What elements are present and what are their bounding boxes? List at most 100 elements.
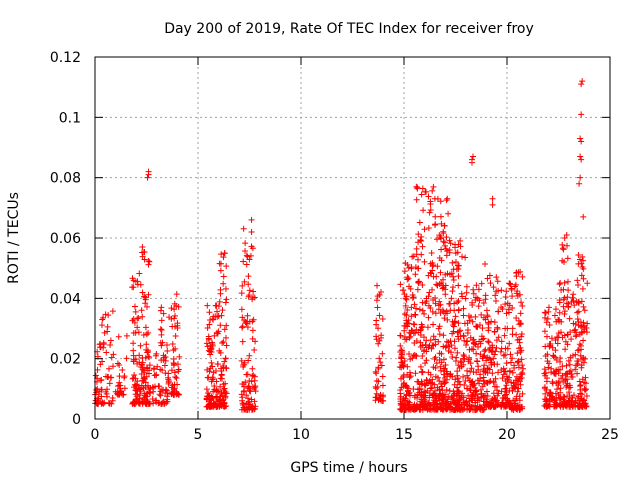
data-point xyxy=(579,401,586,408)
data-point xyxy=(421,226,428,233)
data-point xyxy=(406,350,413,357)
data-point xyxy=(418,191,425,198)
data-point xyxy=(141,375,148,382)
data-point xyxy=(437,309,444,316)
data-point xyxy=(413,305,420,312)
data-point xyxy=(518,299,525,306)
data-point xyxy=(115,333,122,340)
data-point xyxy=(464,406,471,413)
data-point xyxy=(565,357,572,364)
data-point xyxy=(574,309,581,316)
data-point xyxy=(246,385,253,392)
data-point xyxy=(214,308,221,315)
data-point xyxy=(485,319,492,326)
data-point xyxy=(397,332,404,339)
data-point xyxy=(452,376,459,383)
data-point xyxy=(583,329,590,336)
data-point xyxy=(223,263,230,270)
data-point xyxy=(470,346,477,353)
data-point xyxy=(142,300,149,307)
data-point xyxy=(560,246,567,253)
data-point xyxy=(129,284,136,291)
data-point xyxy=(379,350,386,357)
data-point xyxy=(131,303,138,310)
data-point xyxy=(556,281,563,288)
data-point xyxy=(243,261,250,268)
data-point xyxy=(242,406,249,413)
data-point xyxy=(501,332,508,339)
data-point xyxy=(144,390,151,397)
data-point xyxy=(248,243,255,250)
data-point xyxy=(474,358,481,365)
data-point xyxy=(141,256,148,263)
data-point xyxy=(447,240,454,247)
data-point xyxy=(407,330,414,337)
data-point xyxy=(467,360,474,367)
data-point xyxy=(513,269,520,276)
data-point xyxy=(377,359,384,366)
data-point xyxy=(422,341,429,348)
data-point xyxy=(238,290,245,297)
data-point xyxy=(543,386,550,393)
data-point xyxy=(421,346,428,353)
data-point xyxy=(413,196,420,203)
data-point xyxy=(252,388,259,395)
data-point xyxy=(556,394,563,401)
data-point xyxy=(416,219,423,226)
data-point xyxy=(152,397,159,404)
data-point xyxy=(438,383,445,390)
data-point xyxy=(218,375,225,382)
data-point xyxy=(141,293,148,300)
data-point xyxy=(452,259,459,266)
data-point xyxy=(239,323,246,330)
data-point xyxy=(165,374,172,381)
data-point xyxy=(405,264,412,271)
data-point xyxy=(134,278,141,285)
data-point xyxy=(504,345,511,352)
data-point xyxy=(507,359,514,366)
data-point xyxy=(415,329,422,336)
data-point xyxy=(570,392,577,399)
data-point xyxy=(98,386,105,393)
data-point xyxy=(464,326,471,333)
data-point xyxy=(209,316,216,323)
data-point xyxy=(139,313,146,320)
data-point xyxy=(580,396,587,403)
data-point xyxy=(98,400,105,407)
data-point xyxy=(437,198,444,205)
data-point xyxy=(441,222,448,229)
data-point xyxy=(433,392,440,399)
data-point xyxy=(440,356,447,363)
data-point xyxy=(373,385,380,392)
data-point xyxy=(440,276,447,283)
data-point xyxy=(415,231,422,238)
data-point xyxy=(436,350,443,357)
data-point xyxy=(550,368,557,375)
data-point xyxy=(502,351,509,358)
data-point xyxy=(123,332,130,339)
data-point xyxy=(133,385,140,392)
data-point xyxy=(495,308,502,315)
data-point xyxy=(173,374,180,381)
data-point xyxy=(400,373,407,380)
data-point xyxy=(507,351,514,358)
data-point xyxy=(428,345,435,352)
data-point xyxy=(424,324,431,331)
data-point xyxy=(438,235,445,242)
data-point xyxy=(442,379,449,386)
data-point xyxy=(561,294,568,301)
data-point xyxy=(443,197,450,204)
data-point xyxy=(98,393,105,400)
data-point xyxy=(575,300,582,307)
data-point xyxy=(498,338,505,345)
data-point xyxy=(116,361,123,368)
data-point xyxy=(138,382,145,389)
data-point xyxy=(509,304,516,311)
data-point xyxy=(542,343,549,350)
data-point xyxy=(501,368,508,375)
data-point xyxy=(519,369,526,376)
data-point xyxy=(222,403,229,410)
data-point xyxy=(396,406,403,413)
data-point xyxy=(470,382,477,389)
data-point xyxy=(584,320,591,327)
